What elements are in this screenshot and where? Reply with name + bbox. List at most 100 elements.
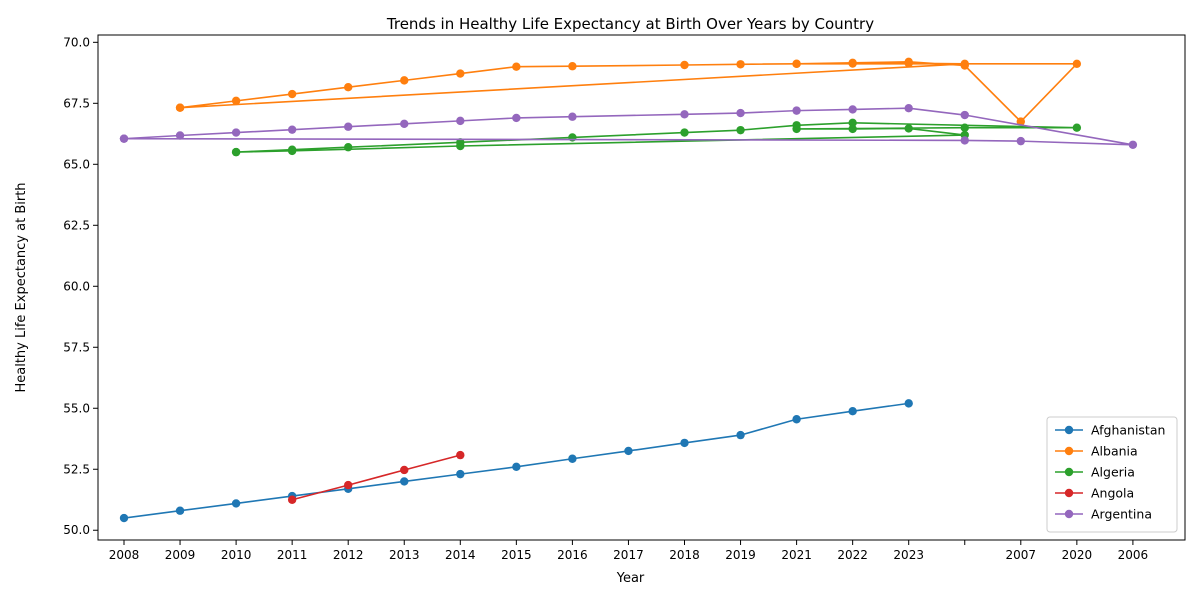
data-point	[119, 513, 129, 523]
data-point	[287, 146, 297, 156]
legend-swatch-marker	[1064, 467, 1074, 477]
data-point	[624, 446, 633, 456]
y-tick-label: 60.0	[63, 279, 90, 293]
data-point	[792, 106, 801, 115]
legend-swatch-marker	[1064, 509, 1074, 519]
y-axis-title: Healthy Life Expectancy at Birth	[14, 182, 29, 392]
y-tick-label: 57.5	[63, 340, 90, 354]
data-point	[792, 124, 801, 134]
data-point	[792, 59, 801, 68]
data-point	[848, 124, 857, 134]
plot-area	[119, 57, 1138, 523]
series-line	[291, 454, 461, 501]
data-point	[904, 124, 913, 133]
data-point	[344, 143, 353, 152]
legend-swatch-marker	[1064, 446, 1074, 456]
data-point	[792, 415, 801, 424]
x-tick-label: 2018	[669, 548, 700, 562]
data-point	[119, 134, 129, 143]
legend-label: Albania	[1091, 444, 1138, 459]
data-point	[736, 108, 745, 118]
legend-label: Angola	[1091, 486, 1134, 501]
data-point	[287, 89, 297, 99]
data-point	[960, 110, 969, 120]
x-tick-label: 2022	[837, 548, 868, 562]
y-tick-label: 62.5	[63, 218, 90, 232]
x-tick-label: 2011	[277, 548, 308, 562]
data-point	[456, 116, 465, 126]
x-tick-label: 2016	[557, 548, 588, 562]
data-point	[568, 112, 577, 121]
y-tick-label: 50.0	[63, 523, 90, 537]
legend-box	[1046, 416, 1178, 533]
y-tick-label: 70.0	[63, 35, 90, 49]
legend: Afghanistan Albania Algeria Angola Argentina	[1046, 416, 1178, 533]
x-tick-label: 2006	[1118, 548, 1149, 562]
data-point	[848, 59, 857, 68]
data-point	[1072, 59, 1082, 68]
data-point	[568, 454, 577, 463]
data-point	[1072, 123, 1082, 132]
data-point	[456, 141, 465, 151]
legend-label: Afghanistan	[1091, 423, 1165, 438]
data-point	[680, 110, 689, 119]
data-point	[680, 438, 689, 448]
data-point	[1128, 140, 1138, 149]
series-algeria	[231, 118, 1082, 157]
y-tick-label: 65.0	[63, 157, 90, 171]
x-tick-label: 2017	[613, 548, 644, 562]
data-point	[736, 60, 745, 69]
data-point	[231, 147, 241, 157]
data-point	[344, 480, 353, 490]
series-argentina	[119, 103, 1138, 149]
data-point	[904, 399, 913, 408]
x-tick-label: 2013	[389, 548, 420, 562]
x-tick-label: 2009	[165, 548, 196, 562]
x-tick-label: 2008	[109, 548, 140, 562]
data-point	[231, 128, 241, 137]
data-point	[904, 59, 913, 68]
data-point	[680, 60, 689, 70]
data-point	[400, 119, 409, 128]
data-point	[231, 499, 241, 508]
data-point	[231, 96, 241, 106]
series-angola	[287, 450, 465, 504]
x-tick-label: 2014	[445, 548, 476, 562]
data-point	[904, 103, 913, 113]
data-point	[568, 62, 577, 71]
x-tick-label: 2021	[781, 548, 812, 562]
x-tick-label: 2020	[1062, 548, 1093, 562]
chart-title: Trends in Healthy Life Expectancy at Bir…	[386, 15, 874, 33]
y-tick-label: 52.5	[63, 462, 90, 476]
data-point	[960, 123, 969, 132]
data-point	[344, 83, 353, 92]
data-point	[848, 118, 857, 128]
data-point	[512, 113, 521, 123]
y-tick-label: 55.0	[63, 401, 90, 415]
y-tick-label: 67.5	[63, 96, 90, 110]
x-tick-label: 2019	[725, 548, 756, 562]
x-axis: 2008 2009 2010 2011 2012 2013 2014 2015 2016 2017…	[109, 540, 1148, 562]
data-point	[287, 495, 297, 504]
data-point	[680, 128, 689, 137]
data-point	[456, 69, 465, 78]
data-point	[175, 131, 185, 140]
data-point	[175, 506, 185, 515]
legend-swatch-marker	[1064, 488, 1074, 498]
data-point	[400, 76, 409, 85]
data-point	[1016, 136, 1025, 146]
x-tick-label: 2010	[221, 548, 252, 562]
series-albania	[175, 57, 1082, 126]
x-tick-label: 2015	[501, 548, 532, 562]
legend-label: Algeria	[1091, 465, 1135, 480]
data-point	[1016, 117, 1025, 126]
data-point	[400, 465, 409, 475]
data-point	[736, 430, 745, 440]
data-point	[512, 462, 521, 472]
legend-swatch-marker	[1064, 425, 1074, 435]
data-point	[960, 136, 969, 145]
x-axis-title: Year	[616, 571, 645, 586]
data-point	[456, 450, 465, 460]
x-tick-label: 2023	[893, 548, 924, 562]
